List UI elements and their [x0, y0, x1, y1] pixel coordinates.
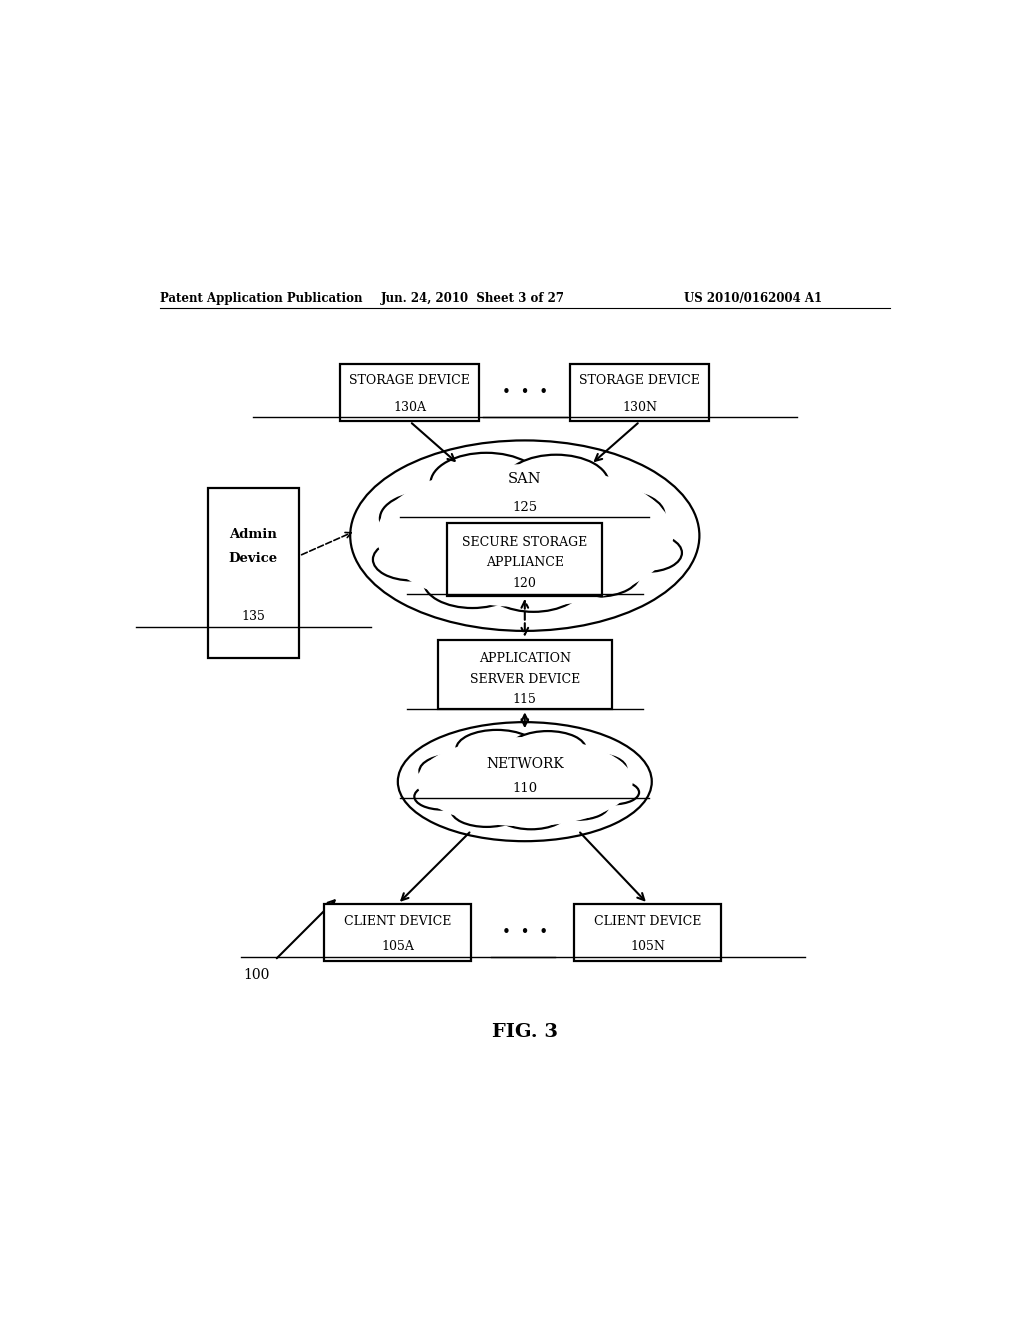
Ellipse shape — [452, 793, 522, 826]
Text: NETWORK: NETWORK — [486, 758, 563, 771]
Text: •  •  •: • • • — [502, 925, 548, 940]
Ellipse shape — [424, 554, 521, 609]
Text: STORAGE DEVICE: STORAGE DEVICE — [580, 375, 700, 387]
Text: •  •  •: • • • — [502, 385, 548, 400]
Ellipse shape — [415, 784, 470, 809]
Text: CLIENT DEVICE: CLIENT DEVICE — [594, 915, 701, 928]
Bar — [340, 364, 479, 421]
Ellipse shape — [563, 754, 627, 784]
Text: 130N: 130N — [623, 400, 657, 413]
Text: 135: 135 — [242, 610, 265, 623]
Text: CLIENT DEVICE: CLIENT DEVICE — [344, 915, 452, 928]
Ellipse shape — [430, 453, 543, 513]
Ellipse shape — [417, 737, 633, 826]
Ellipse shape — [504, 454, 608, 512]
Ellipse shape — [556, 550, 640, 597]
Text: 110: 110 — [512, 781, 538, 795]
Ellipse shape — [350, 441, 699, 631]
Ellipse shape — [457, 730, 538, 768]
Bar — [325, 904, 471, 961]
Text: Patent Application Publication: Patent Application Publication — [160, 292, 362, 305]
Text: 130A: 130A — [393, 400, 426, 413]
Text: 105N: 105N — [631, 940, 666, 953]
Ellipse shape — [397, 722, 651, 841]
Text: APPLIANCE: APPLIANCE — [485, 556, 564, 569]
Ellipse shape — [548, 791, 608, 820]
Ellipse shape — [496, 796, 566, 829]
Bar — [570, 364, 710, 421]
Text: Admin: Admin — [229, 528, 278, 541]
Text: FIG. 3: FIG. 3 — [492, 1023, 558, 1040]
Bar — [208, 487, 299, 659]
Ellipse shape — [373, 539, 450, 581]
Text: SAN: SAN — [508, 471, 542, 486]
Ellipse shape — [588, 780, 639, 804]
Text: SECURE STORAGE: SECURE STORAGE — [462, 536, 588, 549]
Bar — [574, 904, 721, 961]
Ellipse shape — [380, 492, 477, 545]
Ellipse shape — [420, 754, 490, 788]
Bar — [437, 640, 612, 709]
Text: 115: 115 — [513, 693, 537, 706]
Text: SERVER DEVICE: SERVER DEVICE — [470, 673, 580, 686]
Text: 125: 125 — [512, 500, 538, 513]
Text: Device: Device — [228, 552, 278, 565]
Ellipse shape — [612, 533, 682, 572]
Text: US 2010/0162004 A1: US 2010/0162004 A1 — [684, 292, 822, 305]
Text: 120: 120 — [513, 577, 537, 590]
Text: APPLICATION: APPLICATION — [479, 652, 570, 665]
Ellipse shape — [377, 465, 673, 607]
Text: 105A: 105A — [381, 940, 415, 953]
Text: Jun. 24, 2010  Sheet 3 of 27: Jun. 24, 2010 Sheet 3 of 27 — [381, 292, 565, 305]
Ellipse shape — [578, 491, 665, 539]
Text: 100: 100 — [244, 968, 269, 982]
Ellipse shape — [484, 558, 583, 612]
Ellipse shape — [510, 731, 586, 767]
Text: STORAGE DEVICE: STORAGE DEVICE — [349, 375, 470, 387]
Bar — [447, 523, 602, 595]
